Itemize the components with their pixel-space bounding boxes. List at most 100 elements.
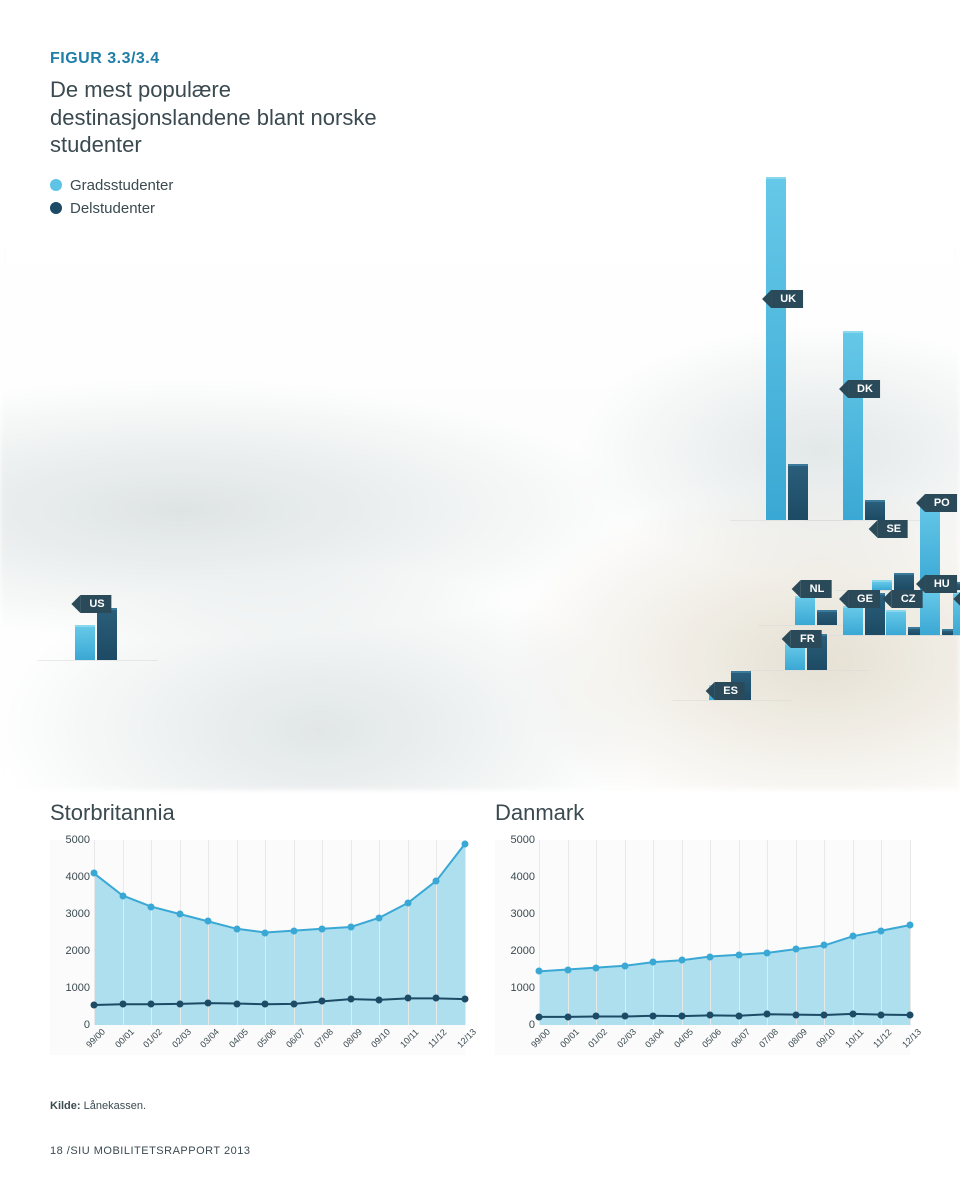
chart-marker [119,1001,126,1008]
xtick: 10/11 [398,1027,421,1050]
map-background [0,230,960,790]
chart-marker [290,1000,297,1007]
map-bars-dk [843,331,885,520]
xtick: 00/01 [113,1027,136,1050]
ytick: 3000 [495,908,535,920]
header: FIGUR 3.3/3.4 De mest populære destinasj… [50,50,430,223]
chart-marker [376,996,383,1003]
xtick: 02/03 [615,1027,638,1050]
xtick: 08/09 [341,1027,364,1050]
chart-marker [262,1001,269,1008]
chart-marker [233,1000,240,1007]
footer: 18 /SIU MOBILITETSRAPPORT 2013 [50,1145,250,1157]
chart-marker [376,914,383,921]
chart-marker [878,1011,885,1018]
chart-title: Storbritannia [50,800,465,826]
chart-marker [764,1011,771,1018]
xtick: 11/12 [427,1027,450,1050]
map-bar-del [97,608,117,661]
chart-marker [433,995,440,1002]
xtick: 01/02 [586,1027,609,1050]
figure-label: FIGUR 3.3/3.4 [50,50,430,68]
chart-marker [462,996,469,1003]
chart-canvas: 01000200030004000500099/0000/0101/0202/0… [50,840,465,1055]
map-bar-del [894,573,914,591]
chart-marker [176,1000,183,1007]
chart-marker [290,927,297,934]
chart-marker [462,840,469,847]
ytick: 4000 [50,871,90,883]
chart-marker [821,1012,828,1019]
legend-grads: Gradsstudenter [50,177,430,194]
ytick: 1000 [50,982,90,994]
map-bar-del [788,464,808,520]
chart-marker [678,957,685,964]
map-bar-grads [843,606,863,635]
ytick: 4000 [495,871,535,883]
chart-marker [621,962,628,969]
legend-grads-label: Gradsstudenter [70,177,173,194]
map-bars-us [75,608,117,661]
chart-marker [707,1012,714,1019]
chart-marker [347,996,354,1003]
map-bar-grads [766,177,786,520]
chart-marker [907,922,914,929]
chart-title: Danmark [495,800,910,826]
chart-marker [878,927,885,934]
chart-marker [347,923,354,930]
chart-marker [319,925,326,932]
chart-marker [564,1013,571,1020]
ytick: 2000 [50,945,90,957]
chart-marker [849,933,856,940]
map-bars-nl [795,596,837,625]
chart-marker [205,1000,212,1007]
chart-marker [707,953,714,960]
chart-marker [176,911,183,918]
chart-marker [621,1013,628,1020]
legend-del: Delstudenter [50,200,430,217]
map-bar-grads [75,625,95,660]
xtick: 05/06 [700,1027,723,1050]
chart-marker [564,966,571,973]
country-flag-se: SE [877,520,908,538]
xtick: 06/07 [284,1027,307,1050]
source: Kilde: Lånekassen. [50,1100,146,1112]
country-flag-nl: NL [801,580,832,598]
chart-marker [593,964,600,971]
chart-1: Danmark01000200030004000500099/0000/0101… [495,800,910,1055]
map-bar-grads [920,590,940,636]
source-text: Lånekassen. [84,1100,146,1112]
xtick: 00/01 [558,1027,581,1050]
source-label: Kilde: [50,1100,81,1112]
country-flag-es: ES [714,682,745,700]
xtick: 08/09 [786,1027,809,1050]
country-flag-ge: GE [848,590,880,608]
xtick: 02/03 [170,1027,193,1050]
map-bar-del [865,500,885,520]
map-bar-grads [843,331,863,520]
xtick: 03/04 [643,1027,666,1050]
chart-marker [148,1001,155,1008]
chart-marker [205,918,212,925]
map-bar-grads [872,580,892,591]
chart-marker [650,959,657,966]
country-flag-fr: FR [791,630,822,648]
xtick: 01/02 [141,1027,164,1050]
xtick: 09/10 [814,1027,837,1050]
chart-marker [233,925,240,932]
chart-marker [650,1012,657,1019]
ytick: 2000 [495,945,535,957]
xtick: 04/05 [672,1027,695,1050]
country-flag-po: PO [925,494,957,512]
chart-marker [593,1013,600,1020]
map-bar-grads [886,610,906,635]
chart-marker [536,968,543,975]
legend: Gradsstudenter Delstudenter [50,177,430,217]
country-flag-us: US [80,595,111,613]
map-bar-del [817,610,837,625]
chart-marker [907,1012,914,1019]
chart-marker [821,942,828,949]
xtick: 06/07 [729,1027,752,1050]
xtick: 11/12 [872,1027,895,1050]
map-bars-uk [766,177,808,520]
